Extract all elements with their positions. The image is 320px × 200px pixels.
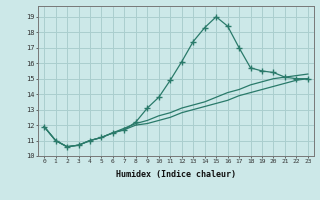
X-axis label: Humidex (Indice chaleur): Humidex (Indice chaleur)	[116, 170, 236, 179]
